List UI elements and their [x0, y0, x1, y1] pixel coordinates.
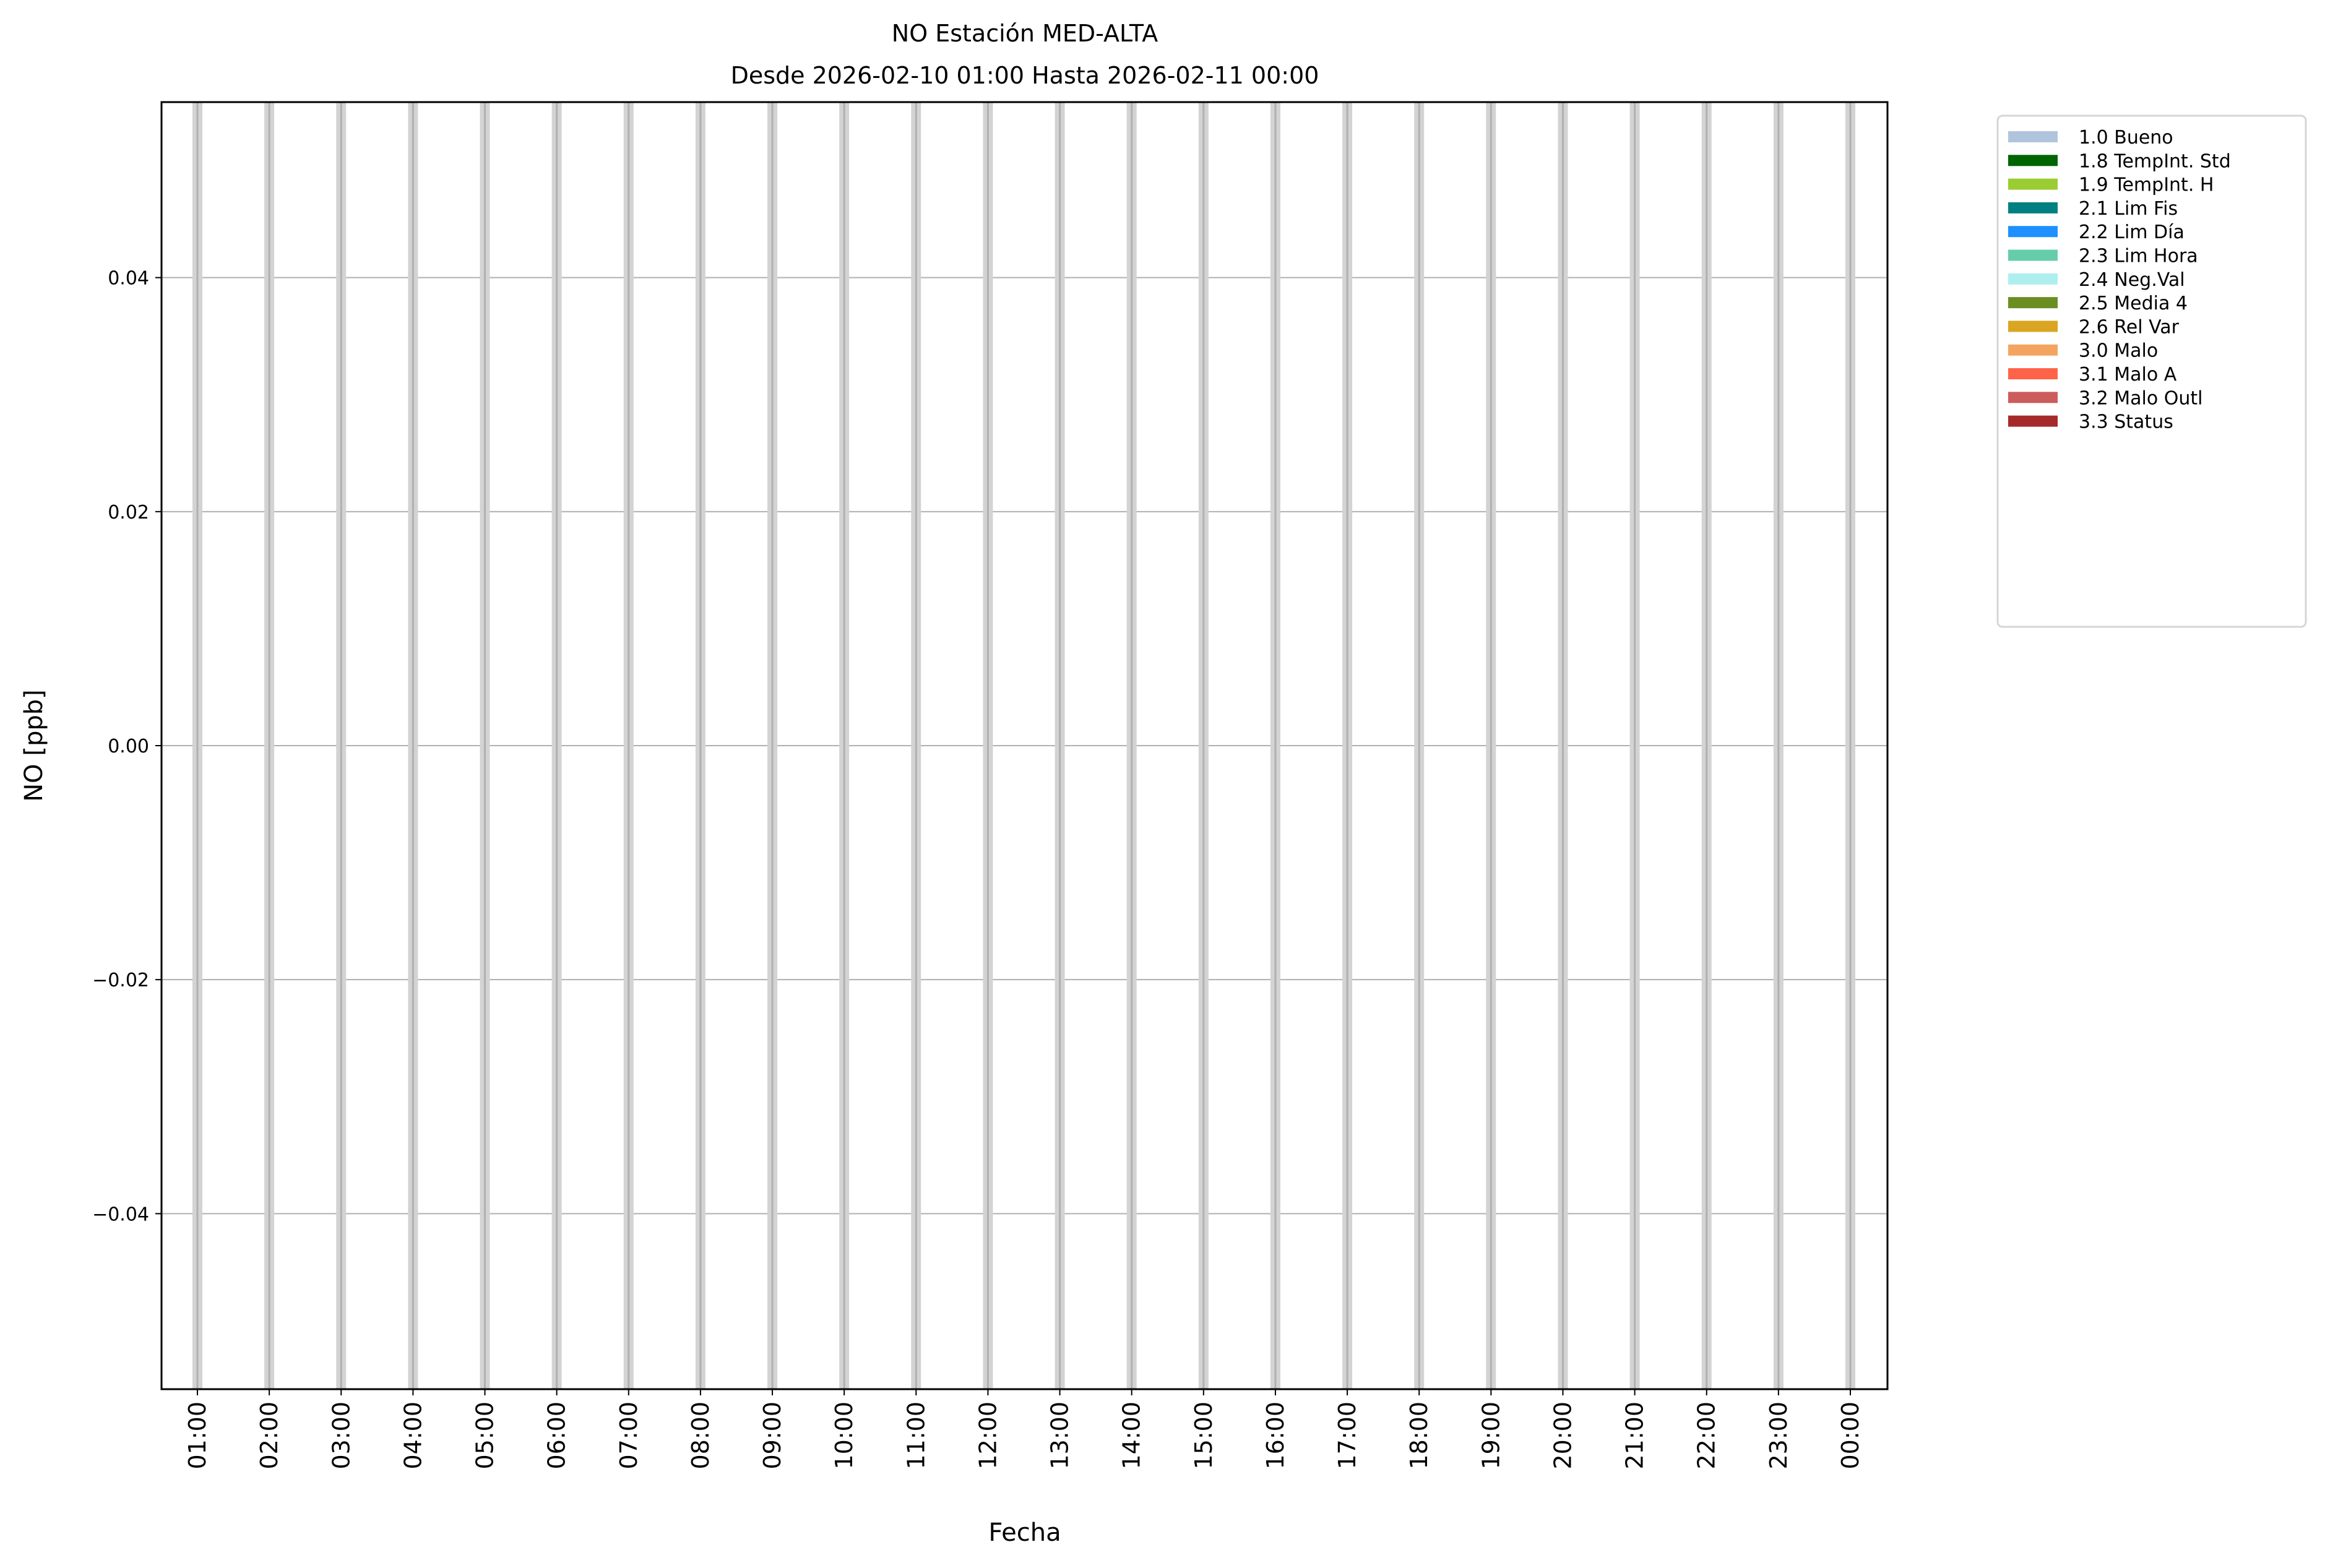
legend-swatch	[2008, 131, 2058, 142]
x-tick-label: 17:00	[1334, 1402, 1361, 1470]
x-tick-label: 12:00	[974, 1402, 1001, 1470]
x-tick-label: 18:00	[1405, 1402, 1433, 1470]
y-tick-label: 0.00	[108, 736, 149, 757]
legend-swatch	[2008, 297, 2058, 309]
legend-label: 2.3 Lim Hora	[2079, 246, 2198, 267]
legend-swatch	[2008, 321, 2058, 332]
legend-swatch	[2008, 202, 2058, 213]
y-tick-label: −0.02	[92, 970, 149, 991]
y-axis: −0.04 −0.02 0.00 0.02 0.04	[92, 268, 162, 1225]
legend-swatch	[2008, 368, 2058, 379]
legend-swatch	[2008, 273, 2058, 285]
x-tick-label: 01:00	[184, 1402, 211, 1470]
legend-label: 3.2 Malo Outl	[2079, 387, 2202, 409]
x-tick-label: 16:00	[1262, 1402, 1289, 1470]
x-tick-label: 07:00	[615, 1402, 642, 1470]
legend-label: 2.4 Neg.Val	[2079, 269, 2185, 291]
x-tick-label: 10:00	[830, 1402, 858, 1470]
x-tick-label: 06:00	[543, 1402, 571, 1470]
legend-label: 1.0 Bueno	[2079, 127, 2173, 149]
legend-label: 2.1 Lim Fis	[2079, 198, 2178, 220]
x-tick-label: 14:00	[1118, 1402, 1145, 1470]
legend-swatch	[2008, 415, 2058, 427]
legend-swatch	[2008, 392, 2058, 403]
y-tick-label: 0.04	[108, 268, 149, 290]
grid	[162, 102, 1887, 1389]
legend-label: 2.5 Media 4	[2079, 293, 2188, 314]
x-axis-label: Fecha	[988, 1518, 1061, 1547]
legend-label: 3.0 Malo	[2079, 340, 2158, 362]
x-tick-label: 08:00	[687, 1402, 714, 1470]
x-axis: 01:00 02:00 03:00 04:00 05:00 06:00 07:00 08:00…	[184, 1389, 1864, 1470]
x-tick-label: 22:00	[1693, 1402, 1720, 1470]
legend-label: 3.3 Status	[2079, 411, 2173, 433]
chart-title: NO Estación MED-ALTA	[892, 20, 1158, 47]
x-tick-label: 05:00	[472, 1402, 499, 1470]
x-tick-label: 02:00	[256, 1402, 283, 1470]
legend-label: 1.8 TempInt. Std	[2079, 150, 2231, 172]
y-axis-label: NO [ppb]	[20, 689, 48, 802]
chart-subtitle: Desde 2026-02-10 01:00 Hasta 2026-02-11 …	[731, 62, 1319, 89]
x-tick-label: 03:00	[327, 1402, 355, 1470]
legend-label: 2.6 Rel Var	[2079, 316, 2180, 338]
legend-swatch	[2008, 226, 2058, 238]
legend-swatch	[2008, 249, 2058, 261]
x-tick-label: 15:00	[1190, 1402, 1217, 1470]
x-tick-label: 04:00	[399, 1402, 426, 1470]
x-tick-label: 23:00	[1765, 1402, 1792, 1470]
legend-frame	[1996, 114, 2307, 628]
legend-swatch	[2008, 155, 2058, 166]
x-tick-label: 13:00	[1046, 1402, 1074, 1470]
x-tick-label: 09:00	[759, 1402, 786, 1470]
legend-swatch	[2008, 178, 2058, 190]
x-tick-label: 00:00	[1837, 1402, 1864, 1470]
plot-frame	[160, 101, 1889, 1390]
x-tick-label: 20:00	[1549, 1402, 1576, 1470]
legend-label: 1.9 TempInt. H	[2079, 174, 2214, 196]
x-tick-label: 19:00	[1477, 1402, 1504, 1470]
y-tick-label: 0.02	[108, 502, 149, 523]
y-tick-label: −0.04	[92, 1204, 149, 1225]
legend-label: 3.1 Malo A	[2079, 364, 2177, 386]
x-tick-label: 11:00	[902, 1402, 930, 1470]
x-tick-label: 21:00	[1621, 1402, 1649, 1470]
legend-swatch	[2008, 344, 2058, 356]
legend-label: 2.2 Lim Día	[2079, 222, 2185, 243]
